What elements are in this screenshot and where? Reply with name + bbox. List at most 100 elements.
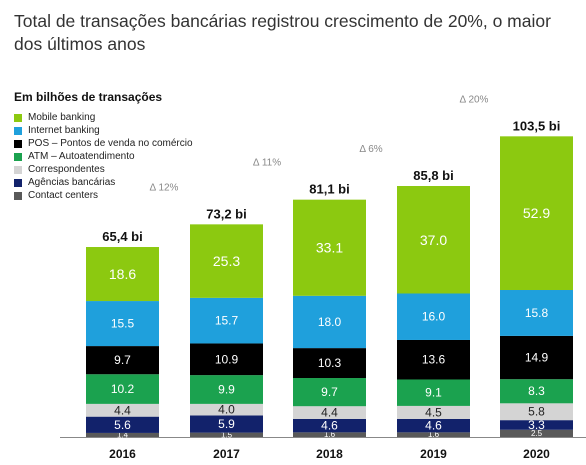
legend-swatch [14,178,22,187]
bar-segment-contact-centers-2019 [397,432,470,437]
data-label-agencias-bancarias-2017: 5.9 [218,417,235,431]
data-label-pos-pontos-de-venda-no-comercio-2016: 9.7 [114,353,131,367]
total-label-2017: 73,2 bi [206,206,246,221]
growth-label-2017: Δ 12% [150,182,179,193]
bar-segment-mobile-banking-2018 [293,199,366,296]
data-label-contact-centers-2019: 1.6 [428,430,440,439]
bar-segment-agencias-bancarias-2018 [293,418,366,433]
bar-segment-atm-autoatendimento-2020 [500,379,573,404]
bar-segment-atm-autoatendimento-2016 [86,374,159,404]
bar-segment-pos-pontos-de-venda-no-comercio-2018 [293,348,366,379]
legend-item-contact-centers: Contact centers [14,189,193,202]
legend-label: Mobile banking [28,112,96,123]
legend-item-correspondentes: Correspondentes [14,163,193,176]
bar-segment-agencias-bancarias-2019 [397,418,470,433]
bar-segment-correspondentes-2018 [293,406,366,419]
total-label-2019: 85,8 bi [413,168,453,183]
growth-label-2020: Δ 20% [460,94,489,105]
bar-segment-mobile-banking-2020 [500,136,573,291]
legend-label: Agências bancárias [28,177,116,188]
data-label-correspondentes-2016: 4.4 [114,403,131,417]
chart-title: Total de transações bancárias registrou … [14,11,551,54]
total-label-2018: 81,1 bi [309,182,349,197]
legend-item-pos-pontos-de-venda-no-comercio: POS – Pontos de venda no comércio [14,137,193,150]
data-label-mobile-banking-2016: 18.6 [109,266,136,282]
data-label-correspondentes-2017: 4.0 [218,403,235,417]
legend-label: ATM – Autoatendimento [28,151,135,162]
category-label-2018: 2018 [316,447,343,461]
data-label-internet-banking-2018: 18.0 [318,315,342,329]
bar-segment-agencias-bancarias-2017 [190,415,263,433]
legend-swatch [14,139,22,148]
data-label-agencias-bancarias-2018: 4.6 [321,419,338,433]
bar-segment-contact-centers-2016 [86,432,159,437]
data-label-internet-banking-2016: 15.5 [111,317,135,331]
data-label-mobile-banking-2019: 37.0 [420,232,447,248]
data-label-contact-centers-2020: 2.5 [531,429,543,438]
bar-segment-correspondentes-2020 [500,403,573,421]
bar-segment-correspondentes-2019 [397,405,470,419]
data-label-atm-autoatendimento-2018: 9.7 [321,385,338,399]
legend-label: Correspondentes [28,164,105,175]
legend-label: Internet banking [28,125,100,136]
total-label-2020: 103,5 bi [513,118,561,133]
legend-item-agencias-bancarias: Agências bancárias [14,176,193,189]
bar-segment-contact-centers-2018 [293,432,366,437]
chart-legend: Mobile banking Internet banking POS – Pont… [14,111,193,202]
legend-label: Contact centers [28,190,99,201]
growth-label-2018: Δ 11% [253,158,281,169]
bar-segment-internet-banking-2018 [293,295,366,349]
bar-segment-mobile-banking-2019 [397,186,470,294]
legend-item-atm-autoatendimento: ATM – Autoatendimento [14,150,193,163]
data-label-agencias-bancarias-2019: 4.6 [425,419,442,433]
data-label-internet-banking-2019: 16.0 [422,310,446,324]
bar-segment-internet-banking-2020 [500,290,573,336]
growth-label-2019: Δ 6% [359,144,382,155]
legend-item-mobile-banking: Mobile banking [14,111,193,124]
legend-swatch [14,126,22,135]
data-label-contact-centers-2016: 1.4 [117,430,129,439]
bar-segment-internet-banking-2017 [190,297,263,344]
data-label-correspondentes-2019: 4.5 [425,405,442,419]
bar-segment-internet-banking-2019 [397,293,470,340]
data-label-internet-banking-2020: 15.8 [525,306,549,320]
category-label-2016: 2016 [109,447,136,461]
bar-segment-pos-pontos-de-venda-no-comercio-2017 [190,343,263,376]
bar-segment-agencias-bancarias-2020 [500,420,573,430]
bar-segment-pos-pontos-de-venda-no-comercio-2020 [500,335,573,380]
bar-segment-pos-pontos-de-venda-no-comercio-2016 [86,346,159,375]
chart-subtitle: Em bilhões de transações [14,90,163,104]
legend-swatch [14,191,22,200]
legend-swatch [14,165,22,174]
data-label-mobile-banking-2017: 25.3 [213,253,240,269]
data-label-correspondentes-2020: 5.8 [528,405,545,419]
data-label-correspondentes-2018: 4.4 [321,406,338,420]
bar-segment-atm-autoatendimento-2019 [397,379,470,406]
bar-segment-atm-autoatendimento-2017 [190,375,263,404]
bar-segment-mobile-banking-2017 [190,224,263,298]
data-label-pos-pontos-de-venda-no-comercio-2018: 10.3 [318,356,342,370]
bar-segment-agencias-bancarias-2016 [86,416,159,433]
bar-segment-pos-pontos-de-venda-no-comercio-2019 [397,339,470,380]
bar-segment-internet-banking-2016 [86,301,159,347]
data-label-contact-centers-2018: 1.6 [324,430,336,439]
data-label-atm-autoatendimento-2017: 9.9 [218,383,235,397]
legend-swatch [14,113,22,122]
data-label-pos-pontos-de-venda-no-comercio-2020: 14.9 [525,351,549,365]
data-label-mobile-banking-2020: 52.9 [523,205,550,221]
total-label-2016: 65,4 bi [102,229,142,244]
data-label-atm-autoatendimento-2020: 8.3 [528,384,545,398]
legend-label: POS – Pontos de venda no comércio [28,138,193,149]
bar-segment-mobile-banking-2016 [86,247,159,302]
category-label-2020: 2020 [523,447,550,461]
data-label-mobile-banking-2018: 33.1 [316,240,343,256]
data-label-agencias-bancarias-2016: 5.6 [114,418,131,432]
data-label-atm-autoatendimento-2016: 10.2 [111,382,135,396]
bar-segment-contact-centers-2017 [190,432,263,437]
data-label-contact-centers-2017: 1.5 [221,430,233,439]
bar-segment-contact-centers-2020 [500,429,573,437]
data-label-agencias-bancarias-2020: 3.3 [528,418,545,432]
legend-swatch [14,152,22,161]
category-label-2017: 2017 [213,447,240,461]
